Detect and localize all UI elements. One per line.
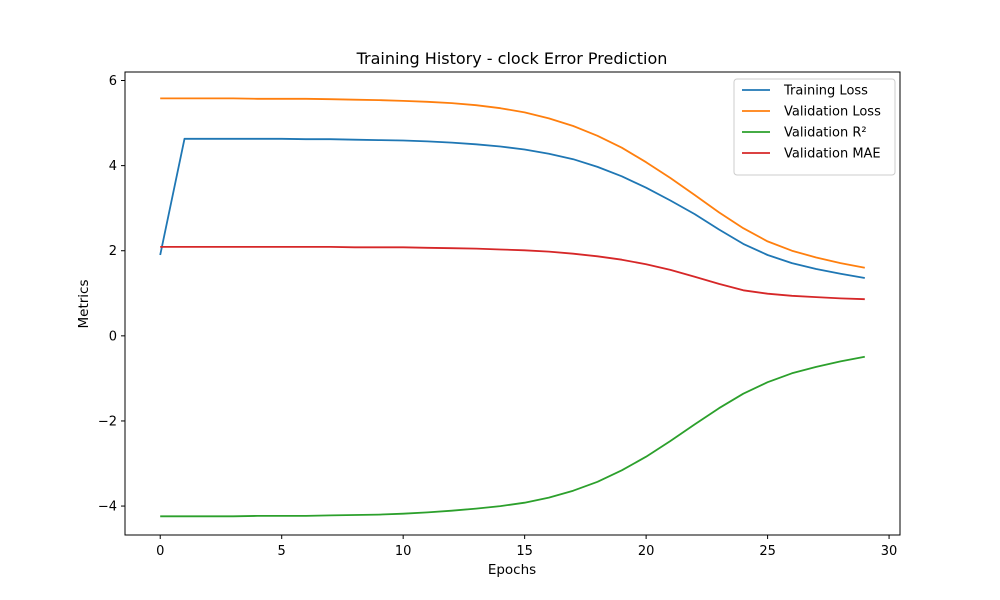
series-line-validation-mae bbox=[160, 245, 865, 301]
y-tick-label: 2 bbox=[109, 244, 117, 259]
legend-label: Validation Loss bbox=[784, 105, 881, 120]
y-tick-label: −4 bbox=[98, 500, 117, 515]
x-tick-label: 20 bbox=[638, 544, 655, 559]
series-line-validation-loss bbox=[160, 97, 865, 269]
y-axis-ticks: −4 −2 0 2 4 6 bbox=[98, 74, 125, 515]
x-tick-label: 10 bbox=[395, 544, 412, 559]
x-tick-label: 0 bbox=[156, 544, 164, 559]
y-axis-label: Metrics bbox=[76, 279, 92, 328]
x-tick-label: 15 bbox=[516, 544, 533, 559]
x-tick-label: 5 bbox=[278, 544, 286, 559]
x-tick-label: 30 bbox=[881, 544, 898, 559]
y-tick-label: −2 bbox=[98, 414, 117, 429]
series-line-training-loss bbox=[159, 137, 865, 279]
series-line-validation-r bbox=[160, 355, 865, 518]
x-axis-label: Epochs bbox=[488, 562, 536, 578]
legend-label: Validation MAE bbox=[784, 147, 881, 162]
x-tick-label: 25 bbox=[759, 544, 776, 559]
y-tick-label: 4 bbox=[109, 159, 117, 174]
series-lines bbox=[159, 97, 865, 518]
legend-label: Validation R² bbox=[784, 126, 867, 141]
legend-label: Training Loss bbox=[783, 84, 868, 99]
chart-title: Training History - clock Error Predictio… bbox=[356, 49, 668, 68]
plot-frame bbox=[124, 71, 901, 536]
y-tick-label: 6 bbox=[109, 74, 117, 89]
legend: Training Loss Validation Loss Validation R… bbox=[733, 78, 896, 176]
y-tick-label: 0 bbox=[109, 329, 117, 344]
x-axis-ticks: 0 5 10 15 20 25 30 bbox=[156, 535, 897, 559]
legend-box bbox=[733, 78, 896, 176]
